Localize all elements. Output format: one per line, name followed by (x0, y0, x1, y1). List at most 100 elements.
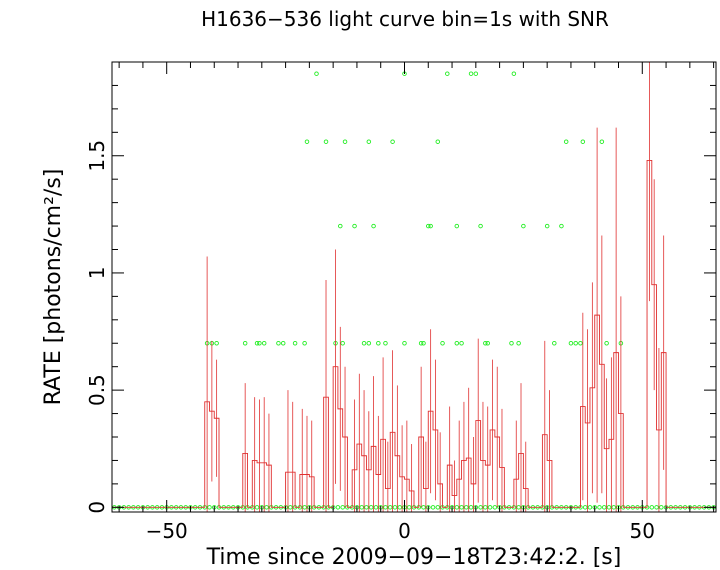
snr-point (516, 341, 521, 346)
snr-point (654, 505, 659, 510)
snr-point (402, 341, 407, 346)
snr-point (373, 505, 379, 510)
chart-title: H1636−536 light curve bin=1s with SNR (201, 7, 609, 31)
snr-point (544, 223, 550, 229)
snr-point (383, 341, 388, 346)
snr-point (304, 139, 310, 144)
snr-point (459, 341, 464, 346)
snr-point (314, 71, 319, 76)
snr-point (323, 139, 329, 144)
snr-point (406, 505, 412, 510)
plot-area (112, 62, 716, 512)
snr-point (352, 223, 357, 229)
y-tick-label: 0.5 (85, 374, 109, 406)
snr-point (302, 505, 307, 510)
snr-point (397, 505, 402, 510)
snr-point (428, 223, 433, 229)
y-tick-label: 0 (85, 501, 109, 514)
snr-point (359, 505, 364, 510)
snr-point (254, 505, 260, 510)
snr-point (254, 341, 260, 346)
snr-point (242, 341, 248, 346)
snr-point (340, 505, 345, 510)
snr-point (468, 505, 474, 510)
snr-point (578, 341, 583, 346)
snr-point (261, 341, 267, 346)
snr-point (559, 223, 564, 229)
snr-point (582, 505, 588, 510)
snr-point (516, 505, 521, 510)
snr-point (487, 505, 493, 510)
snr-point (649, 505, 655, 510)
snr-point (464, 505, 469, 510)
snr-point (440, 341, 445, 346)
snr-point (280, 341, 286, 346)
snr-point (302, 341, 307, 346)
snr-point (580, 139, 586, 144)
snr-point (390, 139, 395, 144)
snr-point (335, 505, 341, 510)
snr-point (383, 505, 388, 510)
snr-point (276, 341, 281, 346)
snr-point (288, 505, 293, 510)
plot-frame (111, 61, 717, 513)
snr-point (435, 505, 441, 510)
x-tick-label: 50 (630, 519, 655, 543)
snr-point (468, 71, 474, 76)
snr-point (366, 341, 372, 346)
snr-point (604, 341, 609, 346)
y-axis-label: RATE [photons/cm²/s] (41, 169, 66, 406)
x-tick-label: −50 (146, 519, 188, 543)
snr-point (421, 341, 426, 346)
snr-point (376, 341, 381, 346)
snr-point (492, 505, 498, 510)
snr-point (361, 341, 367, 346)
snr-point (454, 505, 460, 510)
snr-point (340, 341, 345, 346)
snr-point (371, 223, 376, 229)
snr-point (292, 341, 298, 346)
x-tick-label: 0 (398, 519, 411, 543)
snr-point (430, 505, 436, 510)
snr-point (587, 505, 593, 510)
x-axis: −50 0 50 (118, 62, 715, 543)
snr-point (364, 505, 369, 510)
snr-point (387, 505, 393, 510)
snr-point (459, 505, 464, 510)
y-tick-label: 1.5 (85, 140, 109, 172)
snr-point (421, 505, 426, 510)
snr-point (511, 71, 517, 76)
y-tick-label: 1 (85, 267, 109, 280)
snr-point (426, 223, 431, 229)
snr-point (483, 505, 488, 510)
snr-point (454, 341, 460, 346)
rate-step-line (112, 159, 716, 508)
snr-point (599, 139, 605, 144)
y-axis: 0 0.5 1 1.5 (85, 84, 716, 514)
snr-point (257, 341, 262, 346)
snr-point (521, 223, 526, 229)
snr-point (264, 505, 269, 510)
snr-point (338, 223, 343, 229)
snr-point (342, 139, 348, 144)
snr-series (112, 71, 716, 510)
snr-point (214, 341, 219, 346)
snr-point (606, 505, 612, 510)
snr-point (659, 505, 664, 510)
snr-point (435, 139, 441, 144)
snr-point (597, 505, 602, 510)
snr-point (366, 139, 372, 144)
snr-point (454, 223, 460, 229)
snr-point (573, 341, 578, 346)
snr-point (478, 505, 483, 510)
snr-point (392, 505, 398, 510)
snr-point (601, 505, 607, 510)
rate-series (112, 62, 716, 512)
snr-point (485, 341, 490, 346)
snr-point (368, 505, 374, 510)
snr-point (473, 71, 479, 76)
snr-point (445, 71, 450, 76)
snr-point (552, 341, 557, 346)
snr-point (483, 341, 488, 346)
